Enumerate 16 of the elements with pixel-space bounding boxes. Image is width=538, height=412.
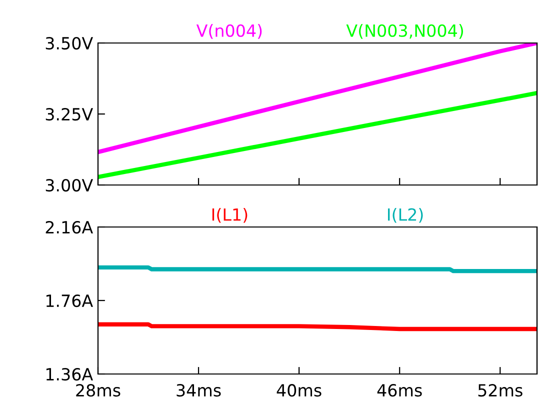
text: I(L1) [212,208,248,223]
x-tick-label: 46ms [377,384,422,397]
text: I(L2) [388,208,423,223]
y-tick-label: 1.36A [46,368,93,381]
line-series [98,90,537,180]
x-tick-label: 40ms [276,384,322,397]
x-tick-label: 52ms [478,384,522,397]
x-tick-label: 28ms [76,384,120,397]
x-tick-label: 34ms [176,384,221,397]
y-tick-label: 1.76A [46,294,93,308]
y-tick-label: 3.25V [46,108,93,121]
y-tick-label: 2.16A [46,220,93,234]
text: V(N003,N004) [346,24,463,39]
y-tick-label: 3.50V [46,36,93,50]
text: V(n004) [196,24,262,39]
y-tick-label: 3.00V [46,178,93,192]
